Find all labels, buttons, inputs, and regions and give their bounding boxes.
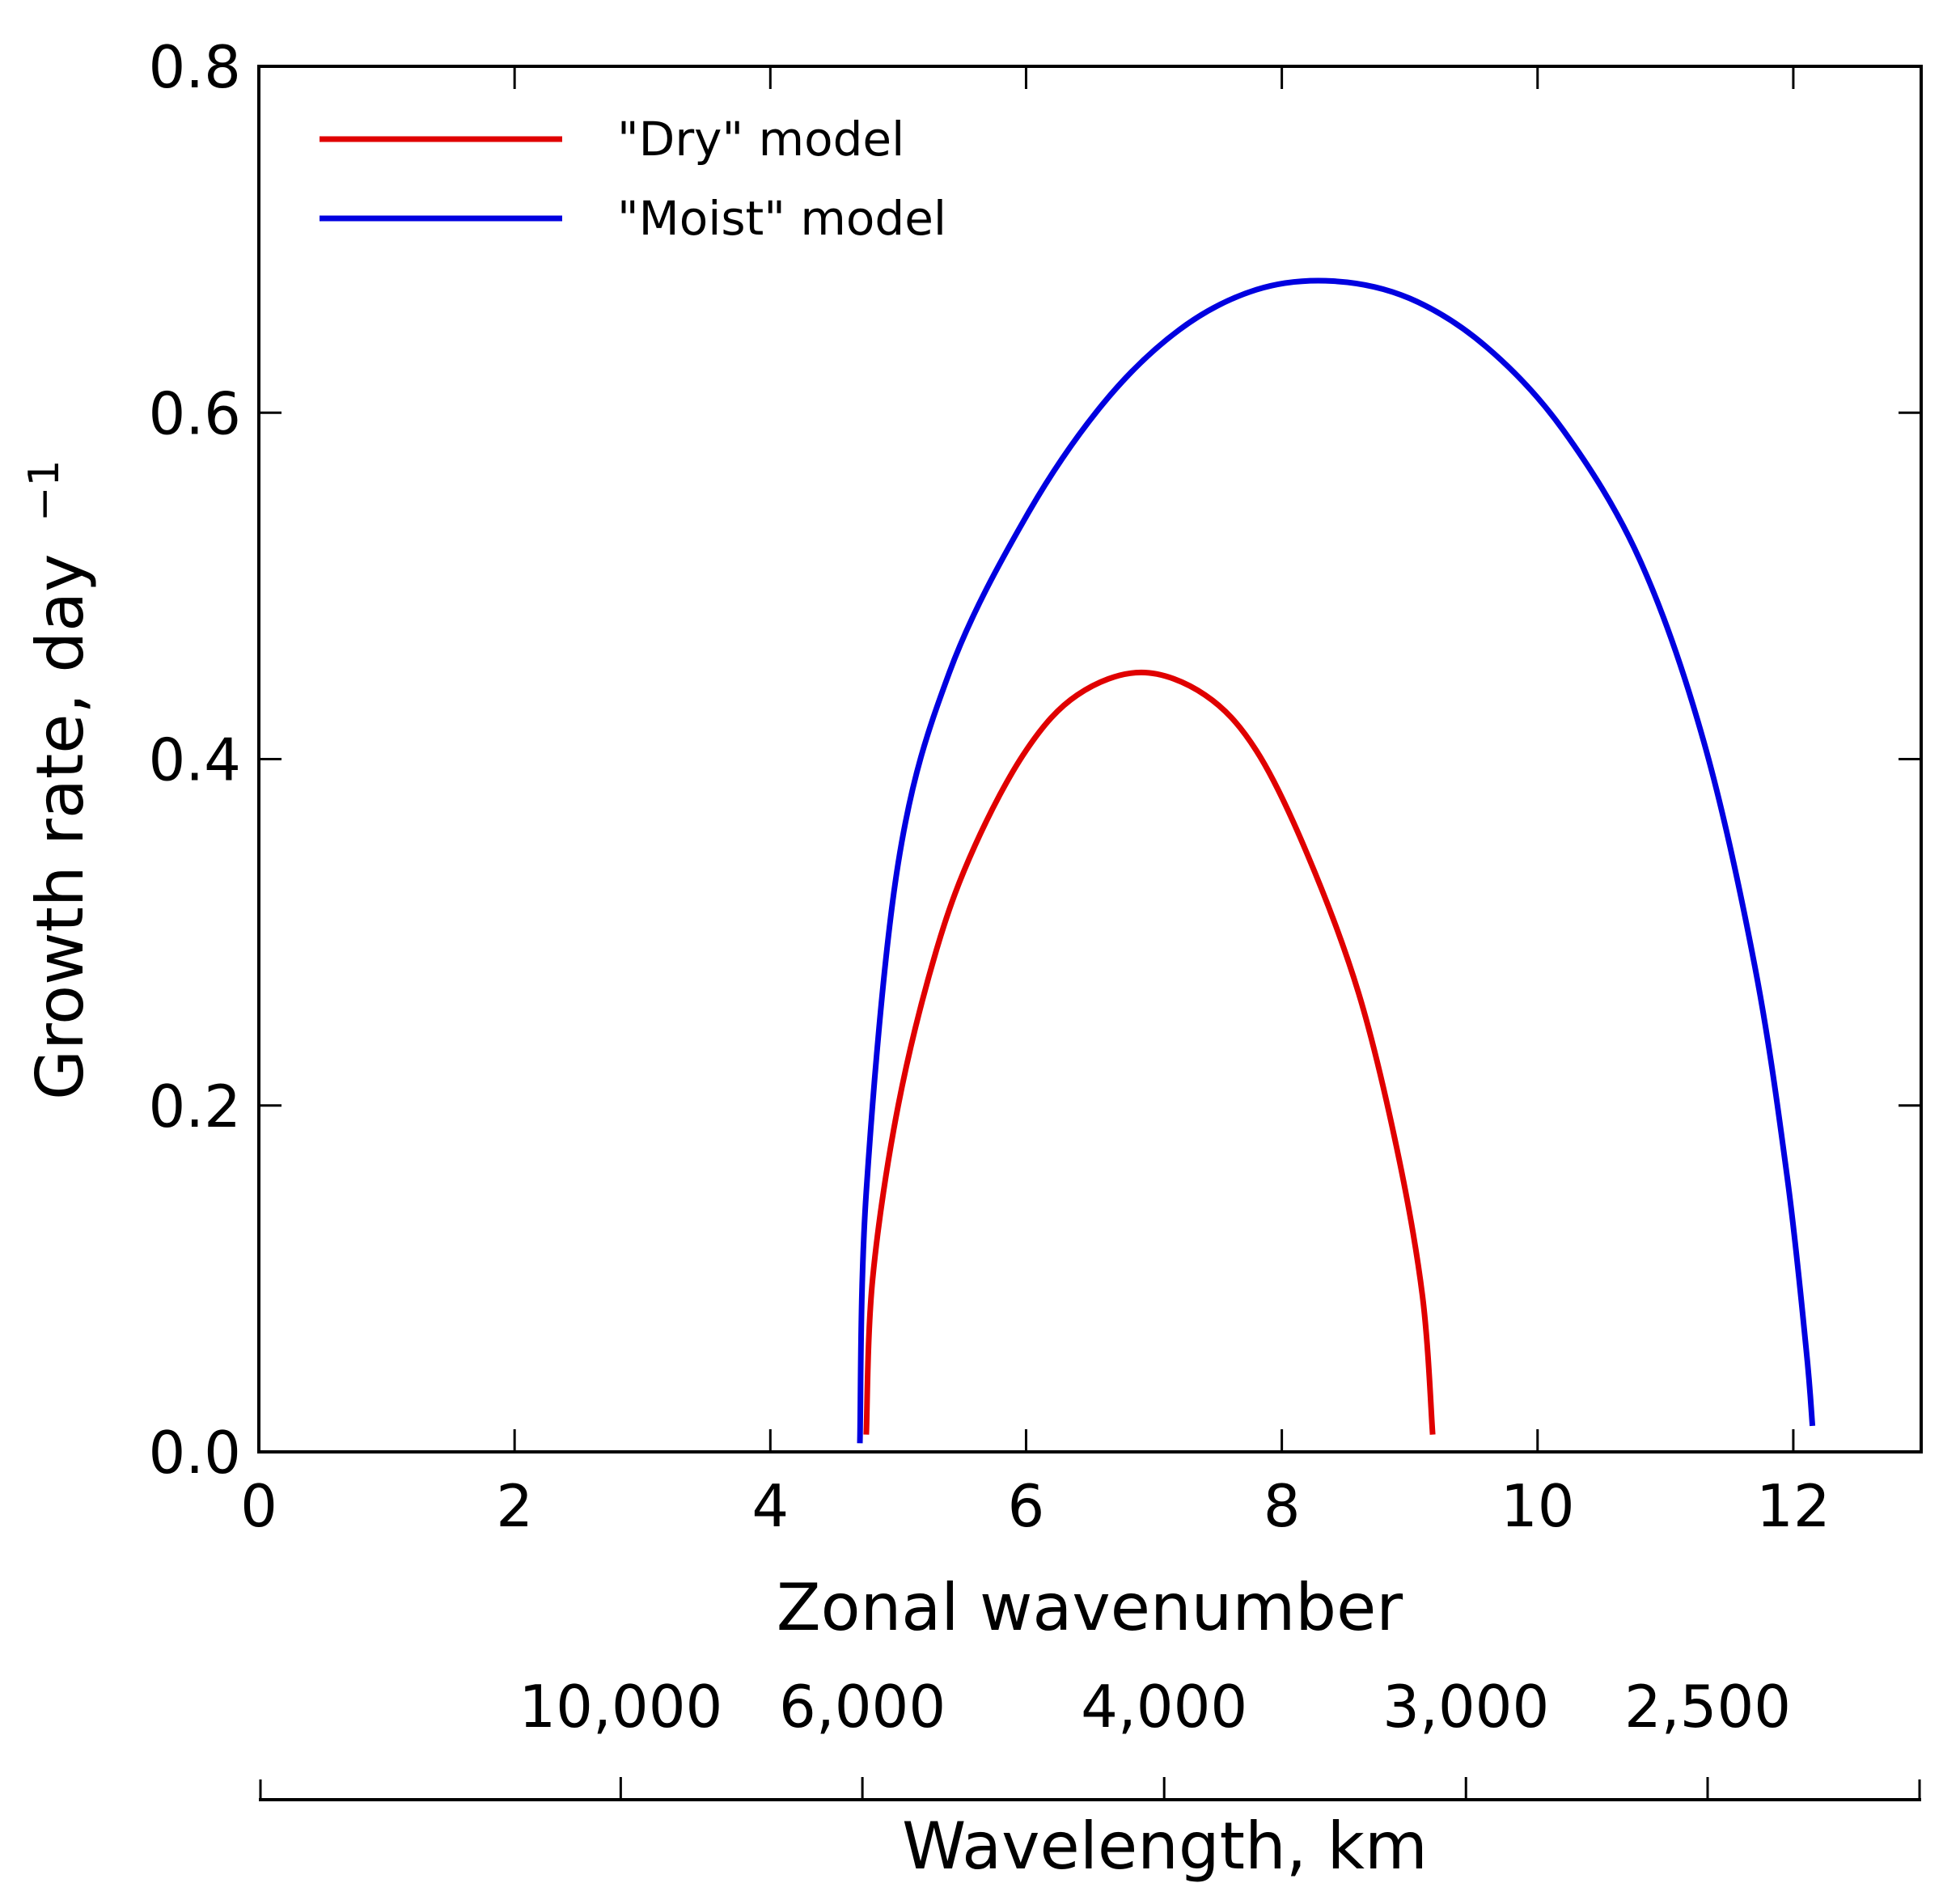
series-line-dry	[863, 669, 1436, 1435]
axis-ticks	[257, 65, 1921, 1454]
y-tick-label: 0.4	[148, 726, 241, 794]
y-tick-labels: 0.0 0.2 0.4 0.6 0.8	[148, 33, 241, 1487]
series-layer	[857, 277, 1816, 1444]
legend-label-dry: "Dry" model	[617, 112, 904, 167]
x-axis-title: Zonal wavenumber	[777, 1570, 1403, 1645]
x-tick-label: 0	[240, 1472, 277, 1540]
wavelength-tick-label: 3,000	[1382, 1673, 1549, 1741]
y-tick-label: 0.6	[148, 379, 241, 447]
x-tick-label: 2	[496, 1472, 533, 1540]
legend: "Dry" model "Moist" model	[320, 112, 946, 246]
y-axis-title: Growth rate, day −1	[20, 459, 98, 1100]
wavelength-tick-label: 6,000	[779, 1673, 946, 1741]
x-tick-labels: 0 2 4 6 8 10 12	[240, 1472, 1831, 1540]
wavelength-tick-label: 10,000	[519, 1673, 722, 1741]
x-tick-label: 12	[1756, 1472, 1831, 1540]
wavelength-axis: 10,000 6,000 4,000 3,000 2,500 Wavelength, k…	[259, 1673, 1921, 1883]
wavelength-ticks: 10,000 6,000 4,000 3,000 2,500	[519, 1673, 1791, 1800]
y-axis-title-main: Growth rate, day	[23, 553, 98, 1100]
y-tick-label: 0.8	[148, 33, 241, 101]
x-tick-label: 8	[1264, 1472, 1301, 1540]
y-axis-title-superscript: −1	[20, 459, 69, 522]
series-line-moist	[857, 277, 1816, 1444]
y-tick-label: 0.0	[148, 1419, 241, 1487]
wavelength-axis-title: Wavelength, km	[902, 1809, 1428, 1883]
x-tick-label: 4	[751, 1472, 789, 1540]
legend-label-moist: "Moist" model	[617, 191, 946, 246]
x-tick-label: 6	[1008, 1472, 1045, 1540]
y-tick-label: 0.2	[148, 1073, 241, 1140]
x-tick-label: 10	[1501, 1472, 1575, 1540]
wavelength-tick-label: 2,500	[1624, 1673, 1791, 1741]
wavelength-tick-label: 4,000	[1081, 1673, 1247, 1741]
